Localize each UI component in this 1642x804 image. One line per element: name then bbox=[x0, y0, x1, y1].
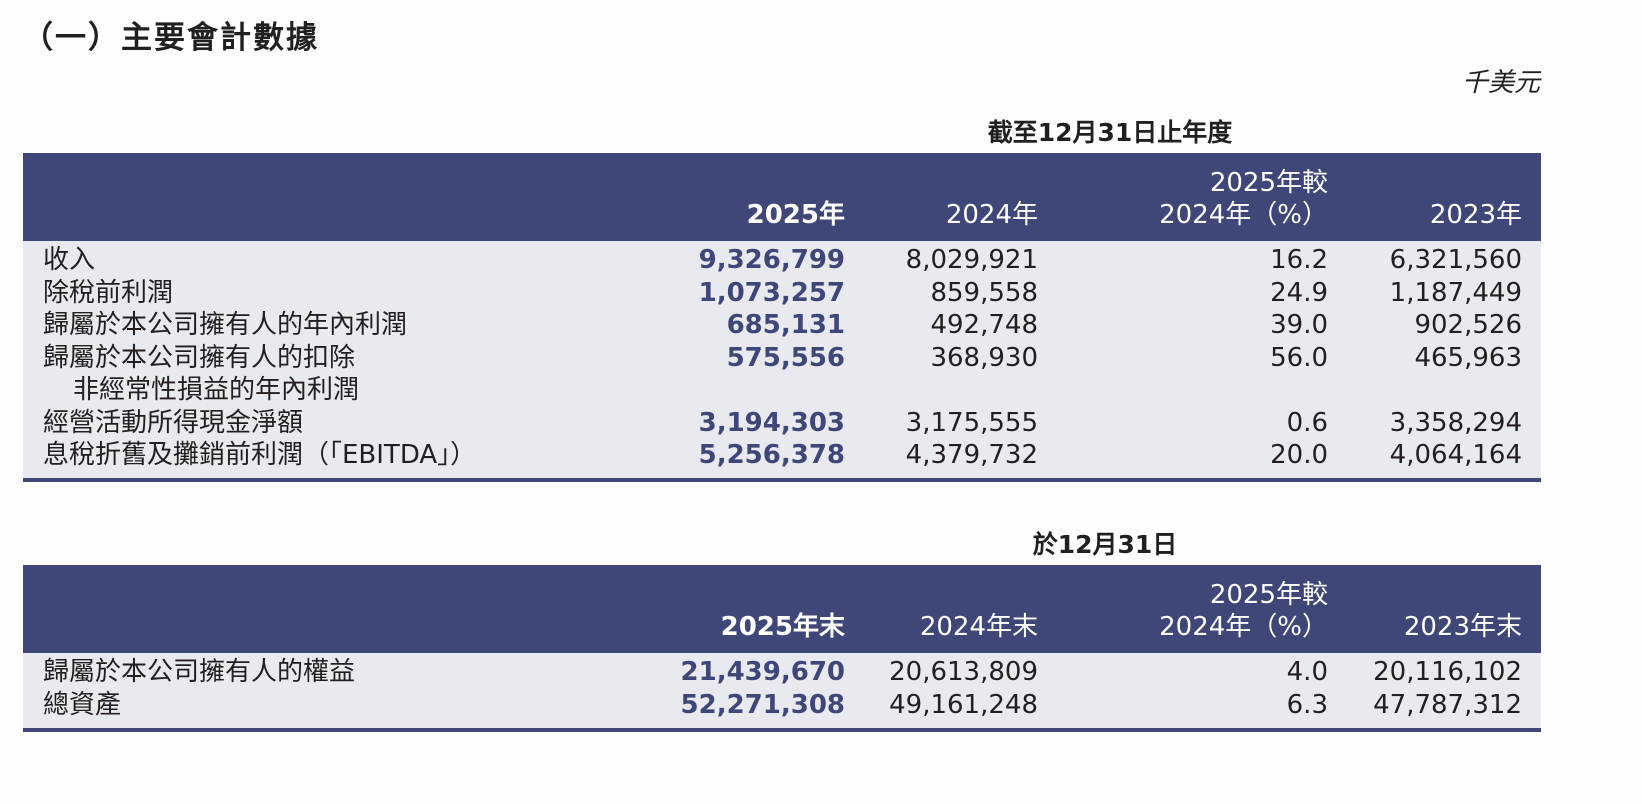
value-2023: 6,321,560 bbox=[1389, 245, 1522, 275]
table-row: 經營活動所得現金淨額 3,194,303 3,175,555 0.6 3,358… bbox=[23, 407, 1541, 440]
value-change: 56.0 bbox=[1270, 342, 1328, 373]
table-row: 收入 9,326,799 8,029,921 16.2 6,321,560 bbox=[23, 244, 1541, 277]
header-change: 2025年較 2024年（%） bbox=[1068, 167, 1328, 231]
row-label: 歸屬於本公司擁有人的扣除 非經常性損益的年內利潤 bbox=[43, 342, 359, 406]
value-2025: 5,256,378 bbox=[698, 440, 845, 470]
table-row: 除稅前利潤 1,073,257 859,558 24.9 1,187,449 bbox=[23, 277, 1541, 310]
header-2024: 2024年 bbox=[945, 200, 1038, 230]
year-end-data-table: 2025年末 2024年末 2025年較 2024年（%） 2023年末 歸屬於… bbox=[23, 565, 1541, 732]
section-title: （一）主要會計數據 bbox=[22, 20, 319, 56]
value-2024: 20,613,809 bbox=[889, 657, 1038, 687]
row-label: 經營活動所得現金淨額 bbox=[43, 407, 304, 438]
value-change: 20.0 bbox=[1270, 440, 1328, 470]
table-row: 歸屬於本公司擁有人的扣除 非經常性損益的年內利潤 575,556 368,930… bbox=[23, 342, 1541, 407]
value-2025: 9,326,799 bbox=[698, 245, 845, 275]
value-2023: 4,064,164 bbox=[1389, 440, 1522, 470]
value-2024: 3,175,555 bbox=[905, 407, 1038, 438]
value-2024: 4,379,732 bbox=[905, 440, 1038, 470]
table1-header: 2025年 2024年 2025年較 2024年（%） 2023年 bbox=[23, 153, 1541, 241]
value-2023: 1,187,449 bbox=[1389, 277, 1522, 308]
header-change-line2: 2024年（%） bbox=[1159, 612, 1328, 642]
unit-label: 千美元 bbox=[1461, 68, 1540, 98]
row-label: 歸屬於本公司擁有人的年內利潤 bbox=[43, 310, 408, 340]
row-label-line1: 歸屬於本公司擁有人的扣除 bbox=[43, 342, 356, 373]
value-change: 4.0 bbox=[1286, 657, 1328, 687]
value-2025: 3,194,303 bbox=[698, 407, 845, 438]
value-2024: 8,029,921 bbox=[905, 245, 1038, 275]
table-row: 總資產 52,271,308 49,161,248 6.3 47,787,312 bbox=[23, 689, 1541, 722]
row-label: 總資產 bbox=[43, 689, 122, 720]
header-2023-end: 2023年末 bbox=[1403, 612, 1522, 642]
table-row: 歸屬於本公司擁有人的權益 21,439,670 20,613,809 4.0 2… bbox=[23, 656, 1541, 689]
header-2025-end: 2025年末 bbox=[720, 612, 845, 642]
row-label: 除稅前利潤 bbox=[43, 277, 174, 308]
table-row: 歸屬於本公司擁有人的年內利潤 685,131 492,748 39.0 902,… bbox=[23, 309, 1541, 342]
value-2025: 575,556 bbox=[726, 342, 845, 373]
table2-period-label: 於12月31日 bbox=[1032, 530, 1178, 559]
value-2024: 859,558 bbox=[930, 277, 1038, 308]
value-change: 39.0 bbox=[1270, 310, 1328, 340]
table1-period-label: 截至12月31日止年度 bbox=[987, 118, 1233, 147]
value-2023: 902,526 bbox=[1414, 310, 1522, 340]
header-2025: 2025年 bbox=[746, 200, 845, 230]
header-change-line1: 2025年較 bbox=[1209, 168, 1328, 198]
value-change: 0.6 bbox=[1286, 407, 1328, 438]
header-change-line1: 2025年較 bbox=[1209, 580, 1328, 610]
value-change: 6.3 bbox=[1286, 689, 1328, 720]
value-2025: 52,271,308 bbox=[680, 689, 845, 720]
header-2023: 2023年 bbox=[1429, 200, 1522, 230]
value-2025: 21,439,670 bbox=[680, 657, 845, 687]
table2-body: 歸屬於本公司擁有人的權益 21,439,670 20,613,809 4.0 2… bbox=[23, 653, 1541, 732]
value-2023: 20,116,102 bbox=[1373, 657, 1522, 687]
key-accounting-data-table: 2025年 2024年 2025年較 2024年（%） 2023年 收入 9,3… bbox=[23, 153, 1541, 482]
value-2023: 47,787,312 bbox=[1373, 689, 1522, 720]
value-2023: 3,358,294 bbox=[1389, 407, 1522, 438]
value-2025: 685,131 bbox=[726, 310, 845, 340]
row-label-line2: 非經常性損益的年內利潤 bbox=[73, 374, 360, 405]
value-2024: 492,748 bbox=[930, 310, 1038, 340]
table1-body: 收入 9,326,799 8,029,921 16.2 6,321,560 除稅… bbox=[23, 241, 1541, 482]
table2-header: 2025年末 2024年末 2025年較 2024年（%） 2023年末 bbox=[23, 565, 1541, 653]
value-2025: 1,073,257 bbox=[698, 277, 845, 308]
header-2024-end: 2024年末 bbox=[919, 612, 1038, 642]
table-row: 息稅折舊及攤銷前利潤（「EBITDA」） 5,256,378 4,379,732… bbox=[23, 439, 1541, 472]
row-label: 歸屬於本公司擁有人的權益 bbox=[43, 657, 356, 687]
header-change-line2: 2024年（%） bbox=[1159, 200, 1328, 230]
value-change: 24.9 bbox=[1270, 277, 1328, 308]
value-change: 16.2 bbox=[1270, 245, 1328, 275]
row-label: 息稅折舊及攤銷前利潤（「EBITDA」） bbox=[43, 440, 477, 470]
value-2024: 49,161,248 bbox=[889, 689, 1038, 720]
header-change: 2025年較 2024年（%） bbox=[1068, 579, 1328, 643]
value-2024: 368,930 bbox=[930, 342, 1038, 373]
value-2023: 465,963 bbox=[1414, 342, 1522, 373]
row-label: 收入 bbox=[43, 245, 96, 275]
